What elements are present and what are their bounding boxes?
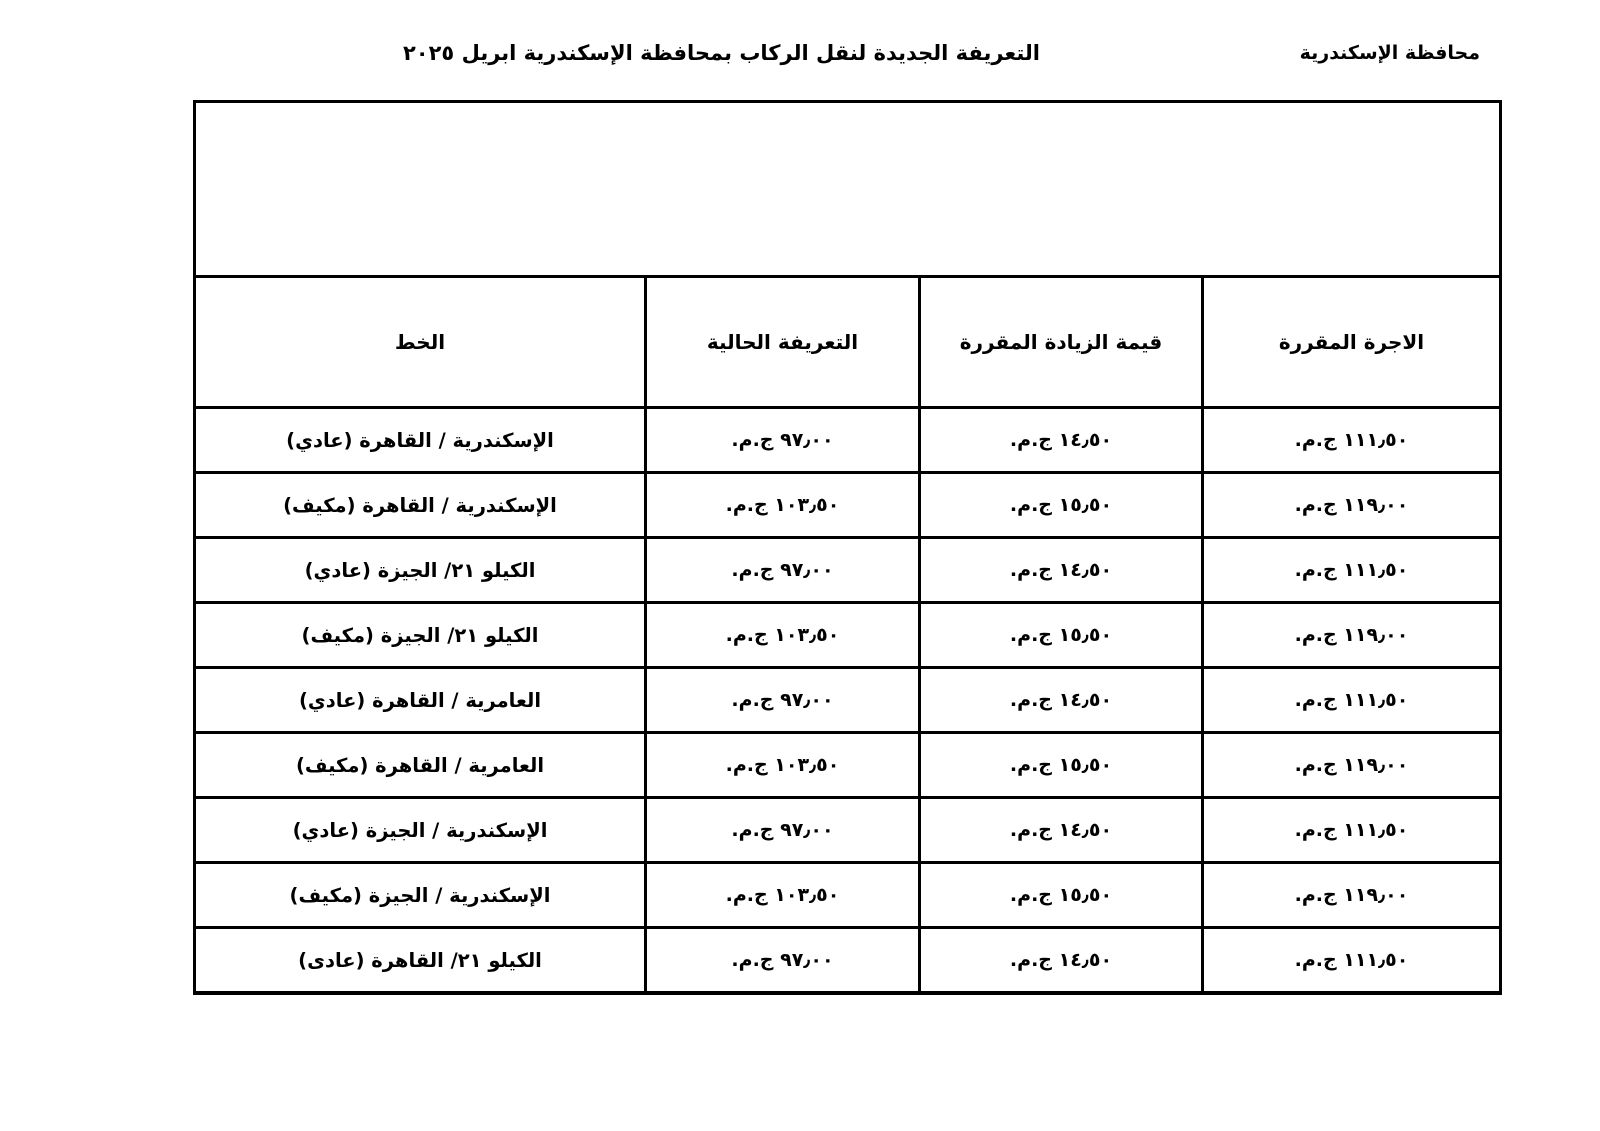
cell-increase: ١٤٫٥٠ ج.م. bbox=[918, 536, 1204, 604]
cell-increase: ١٤٫٥٠ ج.م. bbox=[918, 406, 1204, 474]
table-row: ١١٩٫٠٠ ج.م. ١٥٫٥٠ ج.م. ١٠٣٫٥٠ ج.م. الإسك… bbox=[193, 471, 1502, 539]
column-header-fare: الاجرة المقررة bbox=[1201, 275, 1502, 409]
document-header: محافظة الإسكندرية التعريفة الجديدة لنقل … bbox=[0, 38, 1600, 78]
cell-fare: ١١١٫٥٠ ج.م. bbox=[1201, 926, 1502, 995]
cell-fare: ١١٩٫٠٠ ج.م. bbox=[1201, 601, 1502, 669]
cell-line: الكيلو ٢١/ القاهرة (عادى) bbox=[193, 926, 647, 995]
table-header-row: الاجرة المقررة قيمة الزيادة المقررة التع… bbox=[193, 275, 1502, 409]
table-row: ١١١٫٥٠ ج.م. ١٤٫٥٠ ج.م. ٩٧٫٠٠ ج.م. الإسكن… bbox=[193, 406, 1502, 474]
table-row: ١١١٫٥٠ ج.م. ١٤٫٥٠ ج.م. ٩٧٫٠٠ ج.م. الكيلو… bbox=[193, 926, 1502, 995]
table-row: ١١٩٫٠٠ ج.م. ١٥٫٥٠ ج.م. ١٠٣٫٥٠ ج.م. الكيل… bbox=[193, 601, 1502, 669]
column-header-current-tariff: التعريفة الحالية bbox=[644, 275, 921, 409]
cell-line: الإسكندرية / القاهرة (مكيف) bbox=[193, 471, 647, 539]
column-header-increase: قيمة الزيادة المقررة bbox=[918, 275, 1204, 409]
cell-current: ١٠٣٫٥٠ ج.م. bbox=[644, 601, 921, 669]
governorate-name: محافظة الإسكندرية bbox=[1299, 42, 1480, 64]
cell-line: العامرية / القاهرة (عادي) bbox=[193, 666, 647, 734]
cell-current: ٩٧٫٠٠ ج.م. bbox=[644, 666, 921, 734]
cell-current: ١٠٣٫٥٠ ج.م. bbox=[644, 861, 921, 929]
cell-current: ٩٧٫٠٠ ج.م. bbox=[644, 926, 921, 995]
cell-fare: ١١٩٫٠٠ ج.م. bbox=[1201, 861, 1502, 929]
cell-current: ٩٧٫٠٠ ج.م. bbox=[644, 796, 921, 864]
cell-line: الإسكندرية / القاهرة (عادي) bbox=[193, 406, 647, 474]
tariff-table: الاجرة المقررة قيمة الزيادة المقررة التع… bbox=[193, 100, 1502, 995]
cell-increase: ١٥٫٥٠ ج.م. bbox=[918, 731, 1204, 799]
table-head: الاجرة المقررة قيمة الزيادة المقررة التع… bbox=[193, 100, 1502, 409]
table-row: ١١٩٫٠٠ ج.م. ١٥٫٥٠ ج.م. ١٠٣٫٥٠ ج.م. الإسك… bbox=[193, 861, 1502, 929]
column-header-line: الخط bbox=[193, 275, 647, 409]
cell-fare: ١١٩٫٠٠ ج.م. bbox=[1201, 471, 1502, 539]
cell-current: ١٠٣٫٥٠ ج.م. bbox=[644, 731, 921, 799]
cell-line: الكيلو ٢١/ الجيزة (مكيف) bbox=[193, 601, 647, 669]
page-title: التعريفة الجديدة لنقل الركاب بمحافظة الإ… bbox=[402, 41, 1040, 65]
cell-current: ١٠٣٫٥٠ ج.م. bbox=[644, 471, 921, 539]
table-row: ١١١٫٥٠ ج.م. ١٤٫٥٠ ج.م. ٩٧٫٠٠ ج.م. الكيلو… bbox=[193, 536, 1502, 604]
cell-fare: ١١١٫٥٠ ج.م. bbox=[1201, 796, 1502, 864]
cell-line: الإسكندرية / الجيزة (عادي) bbox=[193, 796, 647, 864]
cell-increase: ١٥٫٥٠ ج.م. bbox=[918, 861, 1204, 929]
table-row: ١١١٫٥٠ ج.م. ١٤٫٥٠ ج.م. ٩٧٫٠٠ ج.م. الإسكن… bbox=[193, 796, 1502, 864]
cell-current: ٩٧٫٠٠ ج.م. bbox=[644, 536, 921, 604]
cell-line: العامرية / القاهرة (مكيف) bbox=[193, 731, 647, 799]
cell-fare: ١١١٫٥٠ ج.م. bbox=[1201, 406, 1502, 474]
table-row: ١١١٫٥٠ ج.م. ١٤٫٥٠ ج.م. ٩٧٫٠٠ ج.م. العامر… bbox=[193, 666, 1502, 734]
cell-increase: ١٤٫٥٠ ج.م. bbox=[918, 666, 1204, 734]
cell-increase: ١٥٫٥٠ ج.م. bbox=[918, 471, 1204, 539]
cell-line: الإسكندرية / الجيزة (مكيف) bbox=[193, 861, 647, 929]
cell-increase: ١٤٫٥٠ ج.م. bbox=[918, 796, 1204, 864]
cell-line: الكيلو ٢١/ الجيزة (عادي) bbox=[193, 536, 647, 604]
cell-current: ٩٧٫٠٠ ج.م. bbox=[644, 406, 921, 474]
table-row: ١١٩٫٠٠ ج.م. ١٥٫٥٠ ج.م. ١٠٣٫٥٠ ج.م. العام… bbox=[193, 731, 1502, 799]
cell-fare: ١١٩٫٠٠ ج.م. bbox=[1201, 731, 1502, 799]
table-body: ١١١٫٥٠ ج.م. ١٤٫٥٠ ج.م. ٩٧٫٠٠ ج.م. الإسكن… bbox=[193, 406, 1502, 995]
cell-fare: ١١١٫٥٠ ج.م. bbox=[1201, 536, 1502, 604]
cell-increase: ١٥٫٥٠ ج.م. bbox=[918, 601, 1204, 669]
cell-increase: ١٤٫٥٠ ج.م. bbox=[918, 926, 1204, 995]
table-banner-row bbox=[193, 100, 1502, 278]
cell-fare: ١١١٫٥٠ ج.م. bbox=[1201, 666, 1502, 734]
table-banner-cell bbox=[193, 100, 1502, 278]
